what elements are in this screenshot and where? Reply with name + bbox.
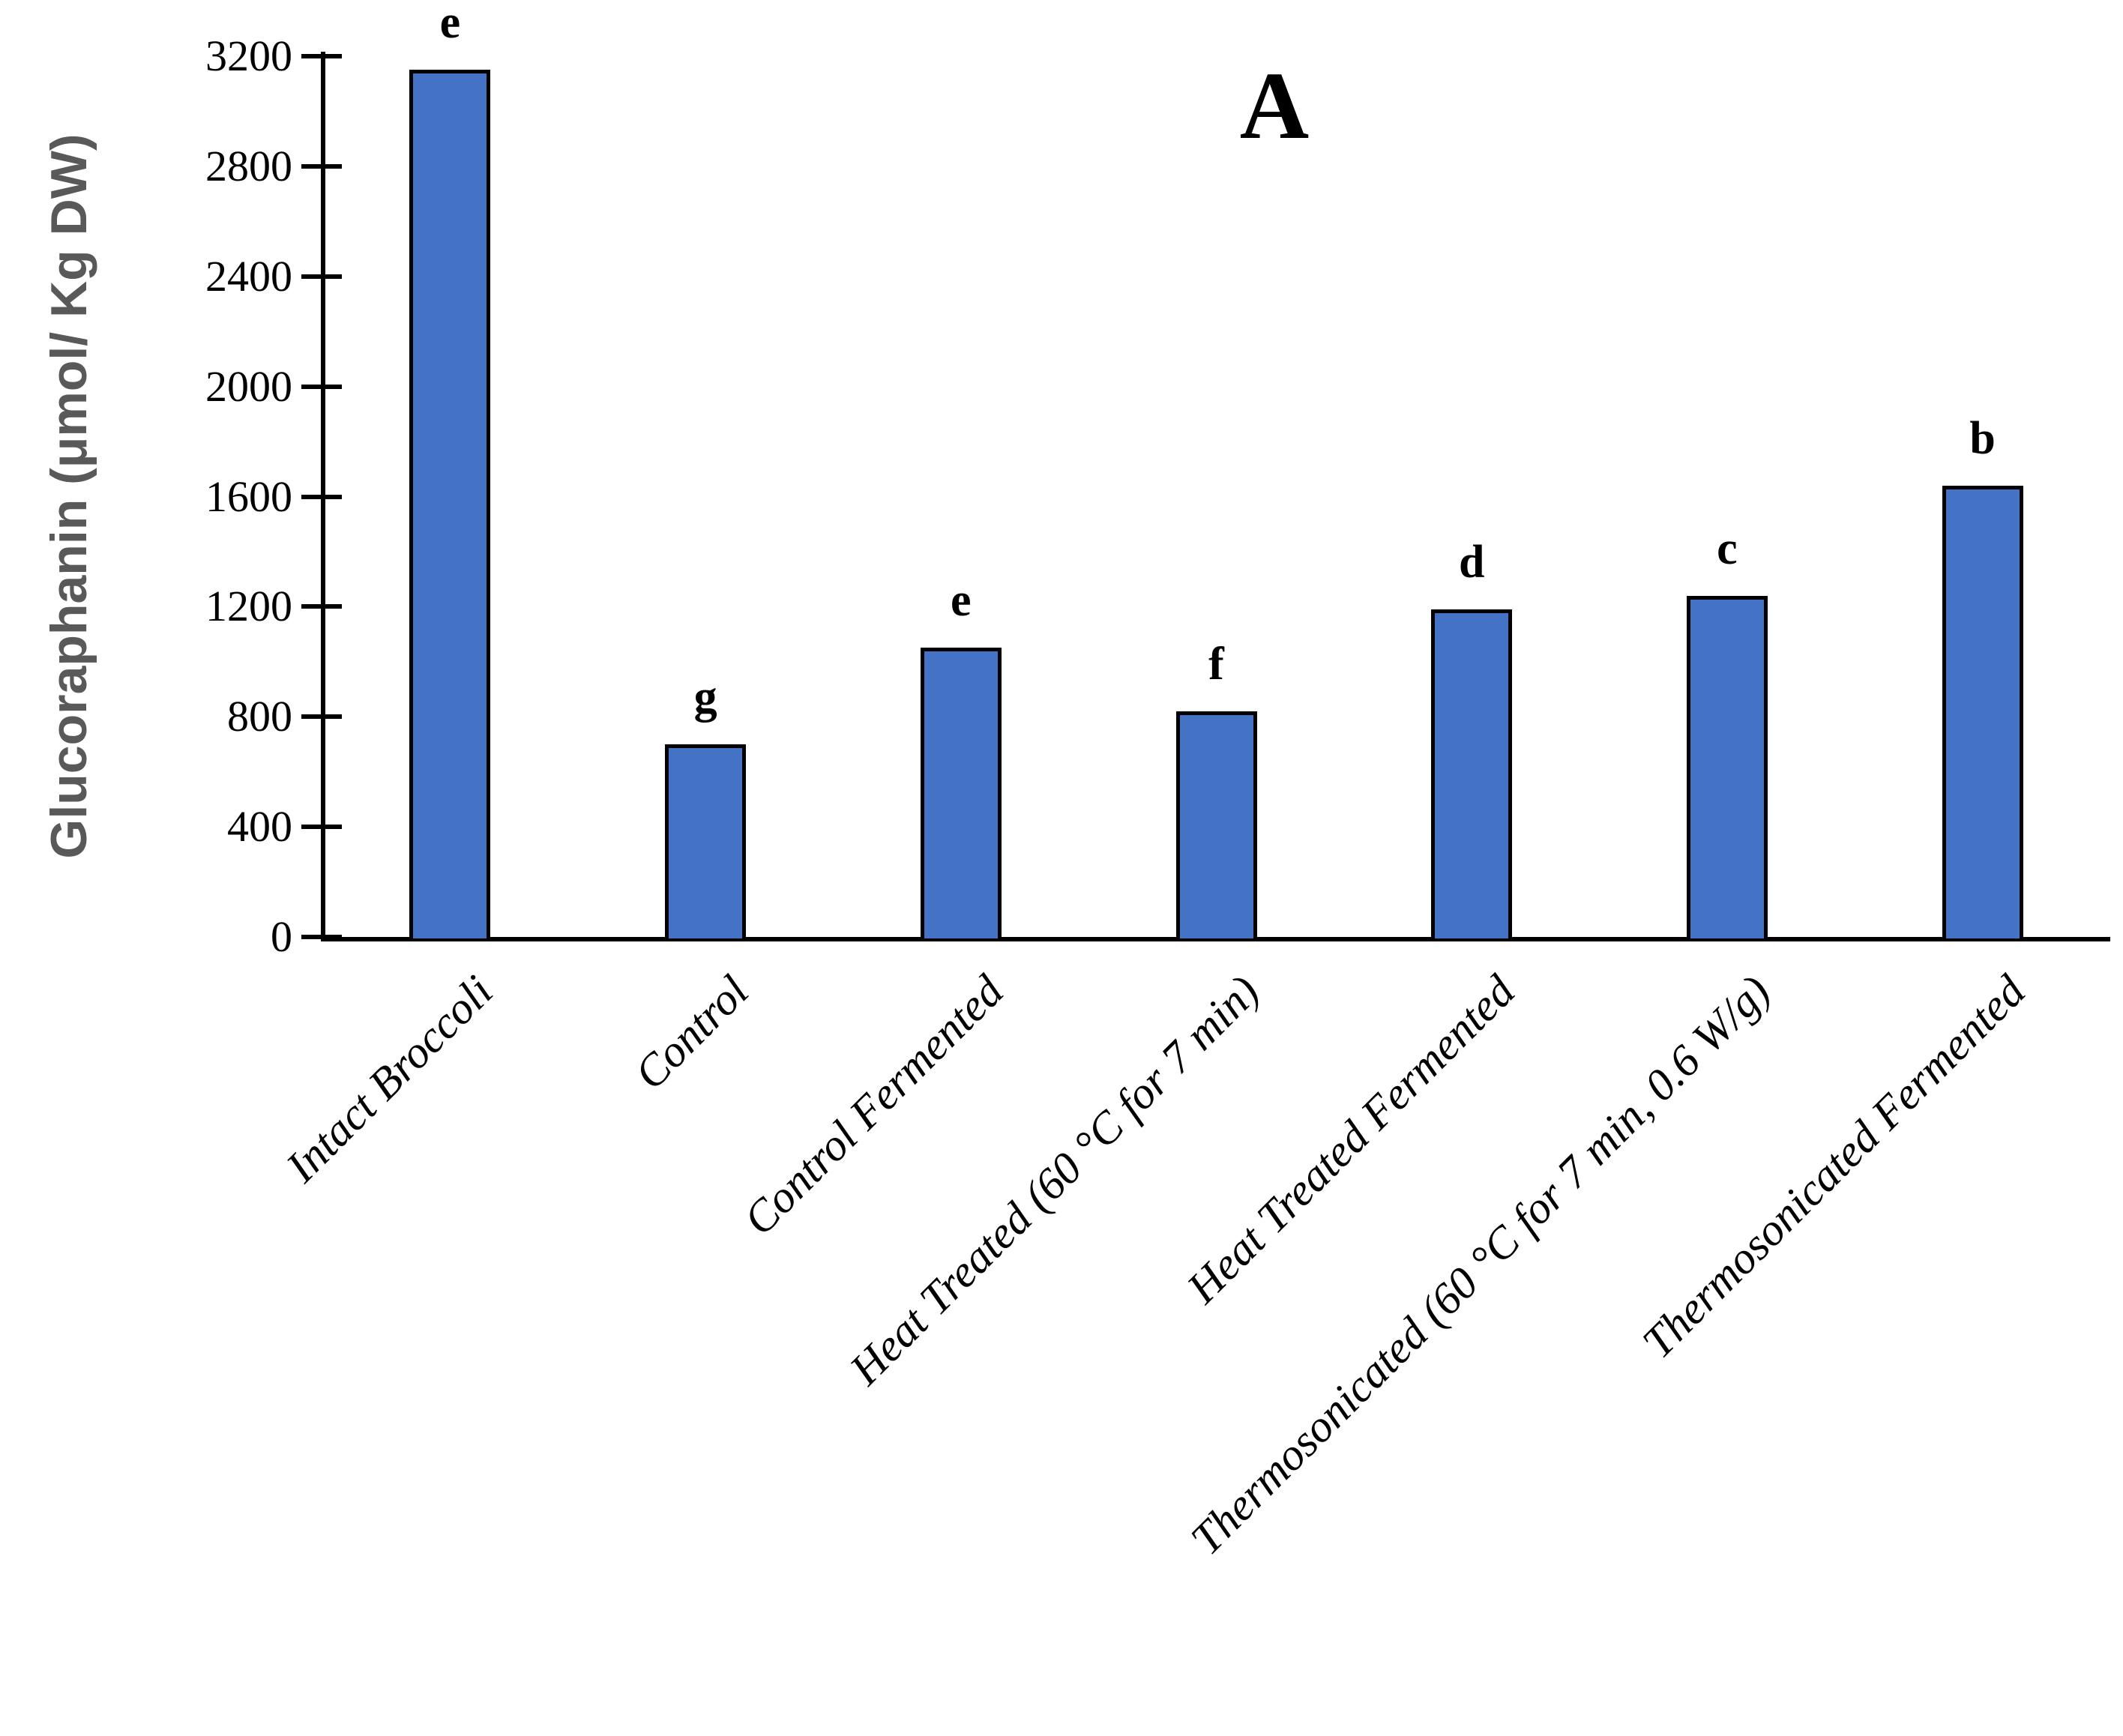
y-tick-label: 1600 [205, 471, 292, 521]
bar [920, 648, 1002, 938]
y-tick-mark [301, 54, 342, 58]
y-tick-label: 2000 [205, 361, 292, 411]
x-axis-line [321, 937, 2110, 941]
y-tick-mark [301, 274, 342, 279]
bar [1942, 485, 2023, 938]
y-tick-mark [301, 935, 342, 939]
bar [1175, 711, 1257, 938]
y-tick-mark [301, 163, 342, 169]
y-tick-label: 0 [271, 912, 292, 961]
x-category-label: Intact Broccoli [276, 965, 502, 1192]
bar [1686, 595, 1768, 938]
x-category-label: Control Fermented [734, 965, 1014, 1245]
x-category-label: Heat Treated (60 °C for 7 min) [840, 965, 1268, 1394]
y-tick-label: 2800 [205, 141, 292, 190]
bar [1431, 609, 1513, 938]
bar-significance-letter: b [1969, 412, 1996, 464]
bar-significance-letter: e [439, 0, 461, 49]
y-tick-label: 400 [227, 802, 292, 852]
bar-significance-letter: e [951, 575, 972, 627]
bar [409, 70, 491, 938]
bar-significance-letter: c [1717, 522, 1738, 574]
bar-significance-letter: g [693, 671, 717, 723]
y-tick-label: 800 [227, 692, 292, 741]
y-tick-mark [301, 825, 342, 830]
y-tick-mark [301, 494, 342, 499]
y-tick-mark [301, 384, 342, 389]
panel-label: A [1239, 52, 1310, 159]
y-tick-label: 1200 [205, 582, 292, 631]
y-tick-mark [301, 604, 342, 609]
bar [665, 744, 747, 938]
y-tick-label: 2400 [205, 251, 292, 301]
bar-significance-letter: d [1458, 537, 1485, 588]
y-tick-mark [301, 714, 342, 720]
y-tick-label: 3200 [205, 31, 292, 80]
bar-significance-letter: f [1208, 638, 1224, 690]
x-category-label: Control [624, 965, 758, 1099]
x-category-label: Thermosonicated (60 °C for 7 min, 0.6 W/… [1181, 965, 1780, 1564]
